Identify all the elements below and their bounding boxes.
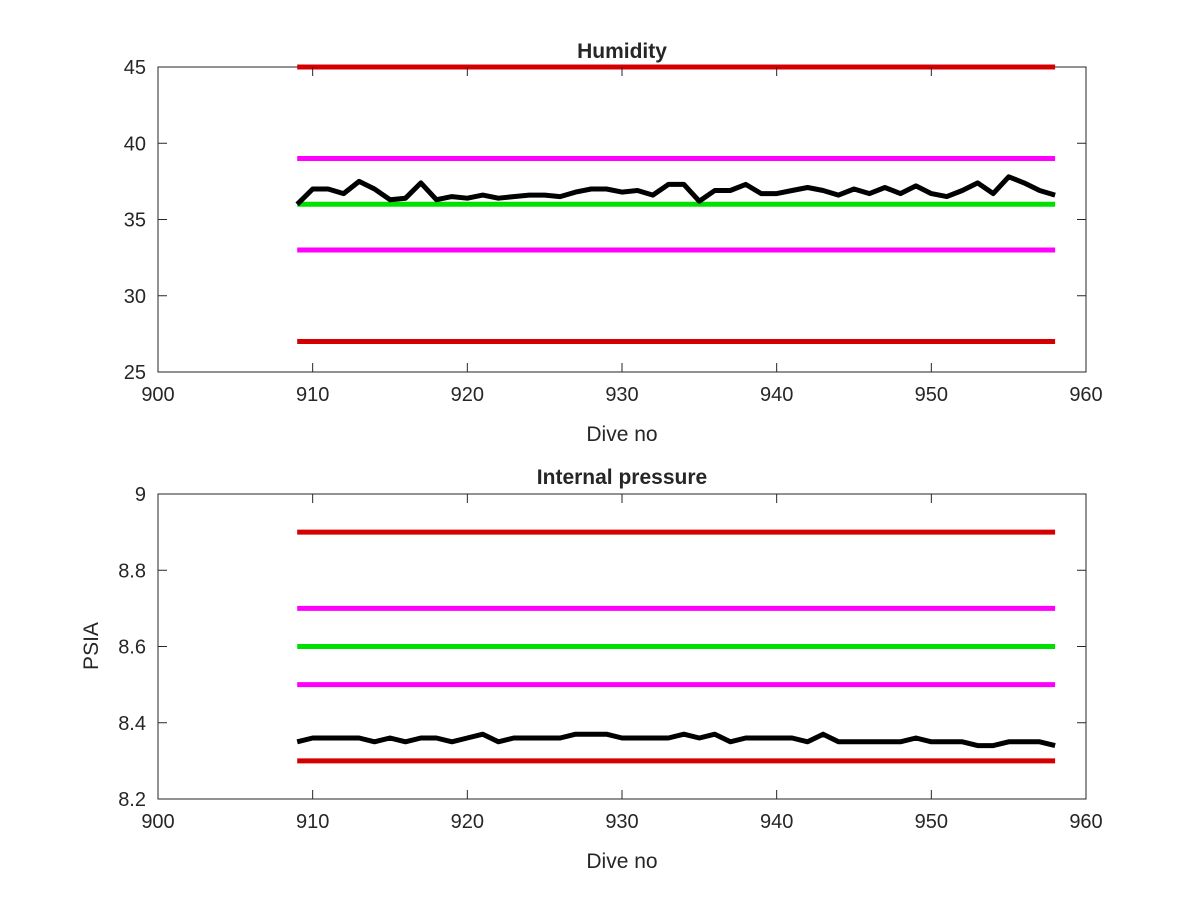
internal-pressure-chart: 900 910 920 930 940 950 960 8.2 8.4 8.6 8.8 9 Inter… [80, 466, 1103, 873]
pressure-chart-title: Internal pressure [537, 466, 707, 489]
pressure-x-axis-label: Dive no [586, 850, 657, 873]
pressure-y-tick-label: 9 [135, 484, 146, 506]
humidity-x-tick-label: 920 [451, 384, 484, 406]
pressure-measured-series-line [296, 731, 1056, 749]
humidity-measured-series-line [295, 174, 1056, 207]
humidity-y-tick-label: 40 [124, 133, 146, 155]
pressure-x-tick-label: 910 [296, 811, 329, 833]
humidity-x-tick-label: 940 [760, 384, 793, 406]
humidity-y-tick-label: 30 [124, 286, 146, 308]
pressure-x-tick-label: 950 [915, 811, 948, 833]
pressure-ticks-group: 900 910 920 930 940 950 960 8.2 8.4 8.6 8.8 9 [118, 484, 1103, 833]
humidity-x-axis-label: Dive no [586, 423, 657, 446]
pressure-x-tick-label: 960 [1069, 811, 1102, 833]
humidity-chart-title: Humidity [577, 40, 667, 63]
pressure-y-tick-label: 8.8 [118, 560, 146, 582]
humidity-axes-box [157, 66, 1087, 373]
humidity-y-tick-label: 45 [124, 57, 146, 79]
humidity-series-group [295, 64, 1056, 344]
pressure-y-tick-label: 8.6 [118, 637, 146, 659]
humidity-chart: 900 910 920 930 940 950 960 25 30 35 40 45 Humidity… [124, 40, 1103, 446]
humidity-x-tick-label: 960 [1069, 384, 1102, 406]
pressure-x-tick-label: 940 [760, 811, 793, 833]
humidity-x-tick-label: 930 [605, 384, 638, 406]
humidity-y-tick-label: 35 [124, 210, 146, 232]
pressure-y-axis-label: PSIA [80, 622, 103, 670]
pressure-series-group [296, 529, 1056, 764]
pressure-x-tick-label: 900 [141, 811, 174, 833]
pressure-x-tick-label: 930 [605, 811, 638, 833]
pressure-y-tick-label: 8.2 [118, 789, 146, 811]
humidity-y-tick-label: 25 [124, 362, 146, 384]
humidity-x-tick-label: 910 [296, 384, 329, 406]
humidity-ticks-group: 900 910 920 930 940 950 960 25 30 35 40 45 [124, 57, 1103, 406]
humidity-x-tick-label: 950 [915, 384, 948, 406]
humidity-x-tick-label: 900 [141, 384, 174, 406]
pressure-y-tick-label: 8.4 [118, 713, 146, 735]
pressure-x-tick-label: 920 [451, 811, 484, 833]
